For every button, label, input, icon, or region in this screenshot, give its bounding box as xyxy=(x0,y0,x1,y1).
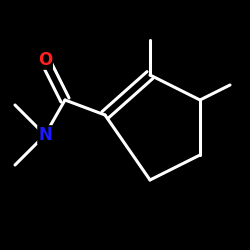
Text: O: O xyxy=(38,51,52,69)
Text: N: N xyxy=(38,126,52,144)
